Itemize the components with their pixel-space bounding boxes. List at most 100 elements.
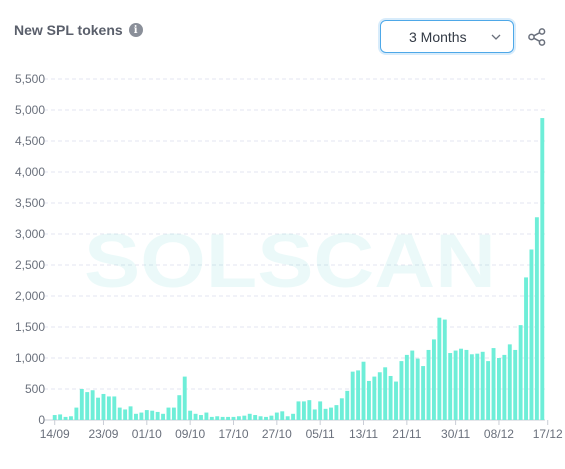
bar[interactable] bbox=[155, 411, 160, 420]
bar[interactable] bbox=[296, 401, 301, 420]
bar[interactable] bbox=[404, 354, 409, 420]
y-tick-label: 1,500 bbox=[15, 320, 45, 334]
bar[interactable] bbox=[345, 390, 350, 420]
bar[interactable] bbox=[90, 390, 95, 420]
bar[interactable] bbox=[426, 349, 431, 420]
bar[interactable] bbox=[139, 412, 144, 420]
bar[interactable] bbox=[497, 358, 501, 420]
bar[interactable] bbox=[204, 412, 209, 420]
bar[interactable] bbox=[361, 361, 366, 420]
bar[interactable] bbox=[291, 413, 296, 420]
bar[interactable] bbox=[96, 397, 100, 420]
bar[interactable] bbox=[258, 416, 263, 420]
bars bbox=[52, 118, 545, 421]
info-icon[interactable]: i bbox=[128, 23, 143, 37]
bar[interactable] bbox=[518, 325, 523, 420]
bar[interactable] bbox=[323, 408, 328, 420]
bar[interactable] bbox=[274, 412, 279, 420]
bar[interactable] bbox=[491, 348, 496, 420]
bar[interactable] bbox=[486, 361, 491, 420]
bar[interactable] bbox=[85, 392, 90, 420]
bar[interactable] bbox=[182, 376, 187, 420]
bar[interactable] bbox=[199, 415, 203, 420]
bar[interactable] bbox=[280, 411, 285, 420]
bar[interactable] bbox=[350, 371, 355, 420]
bar[interactable] bbox=[166, 407, 171, 420]
bar[interactable] bbox=[399, 361, 404, 420]
bar[interactable] bbox=[79, 389, 84, 420]
bar[interactable] bbox=[383, 367, 388, 420]
bar[interactable] bbox=[101, 393, 106, 420]
bar[interactable] bbox=[318, 401, 323, 420]
bar[interactable] bbox=[128, 406, 133, 420]
bar[interactable] bbox=[193, 413, 198, 420]
bar[interactable] bbox=[215, 416, 220, 420]
bar[interactable] bbox=[58, 414, 63, 420]
x-axis-ticks: 14/09 23/09 01/10 09/10 17/10 27/10 05/11 13/11… bbox=[40, 420, 563, 441]
bar[interactable] bbox=[448, 353, 453, 420]
bar[interactable] bbox=[415, 358, 420, 420]
bar[interactable] bbox=[63, 416, 68, 420]
bar[interactable] bbox=[269, 415, 274, 420]
bar[interactable] bbox=[339, 398, 344, 420]
bar[interactable] bbox=[209, 416, 214, 420]
bar[interactable] bbox=[540, 118, 545, 420]
bar[interactable] bbox=[329, 407, 333, 420]
bar[interactable] bbox=[150, 410, 155, 420]
bar[interactable] bbox=[134, 413, 138, 420]
bar[interactable] bbox=[74, 407, 79, 420]
bar[interactable] bbox=[247, 413, 252, 420]
bar[interactable] bbox=[453, 350, 458, 420]
bar[interactable] bbox=[171, 407, 176, 420]
y-tick-label: 1,000 bbox=[15, 351, 45, 365]
time-range-select[interactable]: 3 Months bbox=[380, 20, 514, 53]
bar[interactable] bbox=[242, 415, 247, 420]
bar[interactable] bbox=[253, 415, 258, 420]
bar[interactable] bbox=[421, 366, 426, 420]
bar[interactable] bbox=[117, 407, 122, 420]
bar[interactable] bbox=[524, 277, 528, 420]
bar[interactable] bbox=[106, 396, 111, 420]
bar[interactable] bbox=[69, 416, 73, 420]
bar[interactable] bbox=[307, 400, 312, 420]
bar[interactable] bbox=[534, 217, 539, 420]
bar[interactable] bbox=[144, 410, 149, 420]
bar[interactable] bbox=[334, 405, 339, 420]
bar[interactable] bbox=[475, 353, 480, 420]
bar[interactable] bbox=[220, 416, 225, 420]
bar[interactable] bbox=[312, 409, 317, 420]
bar[interactable] bbox=[372, 376, 377, 420]
bar[interactable] bbox=[236, 416, 241, 420]
bar[interactable] bbox=[285, 416, 290, 420]
bar[interactable] bbox=[356, 370, 361, 420]
bar[interactable] bbox=[469, 354, 474, 420]
bar[interactable] bbox=[507, 344, 512, 420]
bar[interactable] bbox=[513, 349, 518, 420]
bar[interactable] bbox=[437, 317, 442, 420]
bar[interactable] bbox=[464, 349, 469, 420]
bar[interactable] bbox=[442, 319, 447, 420]
bar[interactable] bbox=[188, 410, 193, 420]
bar[interactable] bbox=[226, 416, 231, 420]
bar[interactable] bbox=[123, 409, 128, 420]
bar[interactable] bbox=[301, 401, 306, 420]
bar[interactable] bbox=[177, 395, 182, 420]
bar[interactable] bbox=[366, 380, 371, 420]
bar[interactable] bbox=[529, 249, 534, 421]
bar[interactable] bbox=[231, 416, 236, 420]
bar[interactable] bbox=[377, 372, 382, 420]
bar[interactable] bbox=[52, 415, 57, 420]
bar[interactable] bbox=[459, 348, 463, 420]
bar[interactable] bbox=[480, 351, 485, 420]
bar[interactable] bbox=[394, 381, 398, 420]
bar[interactable] bbox=[431, 339, 436, 420]
y-tick-label: 2,000 bbox=[15, 289, 45, 303]
bar[interactable] bbox=[410, 350, 415, 420]
bar[interactable] bbox=[112, 396, 117, 420]
bar-chart: SOLSCAN 0 500 1,000 1,500 2,000 2,500 3,000 3,5… bbox=[15, 72, 563, 441]
bar[interactable] bbox=[388, 375, 393, 420]
bar[interactable] bbox=[161, 413, 166, 420]
bar[interactable] bbox=[264, 416, 268, 420]
share-icon[interactable] bbox=[527, 27, 547, 47]
bar[interactable] bbox=[502, 354, 507, 420]
